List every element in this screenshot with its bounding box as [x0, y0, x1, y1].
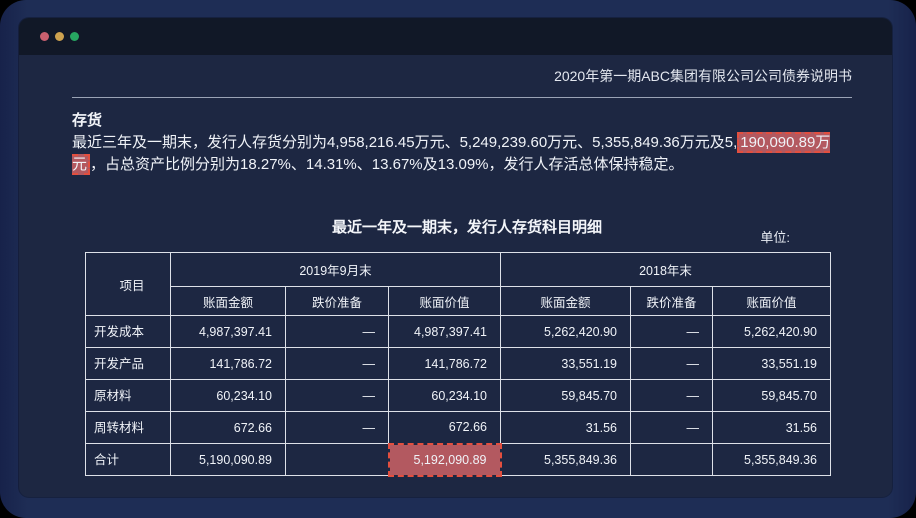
table-row-total: 合计 5,190,090.89 5,192,090.89 5,355,849.3…: [85, 442, 831, 477]
header-impairment-2019: 跌价准备: [285, 286, 389, 316]
table-title-row: 最近一年及一期末，发行人存货科目明细 单位:: [72, 214, 852, 252]
inventory-detail-table: 项目 2019年9月末 2018年末 账面金额 跌价准备 账面价值 账面金额 跌…: [85, 252, 831, 477]
table-cell: 4,987,397.41: [170, 315, 286, 348]
table-cell: —: [285, 347, 389, 380]
paragraph-text-after: ，占总资产比例分别为18.27%、14.31%、13.67%及13.09%，发行…: [90, 156, 684, 173]
table-cell: —: [285, 411, 389, 444]
document-page: 2020年第一期ABC集团有限公司公司债券说明书 存货 最近三年及一期末，发行人…: [19, 55, 892, 477]
close-button[interactable]: [40, 32, 49, 41]
body-paragraph: 最近三年及一期末，发行人存货分别为4,958,216.45万元、5,249,23…: [72, 132, 852, 176]
table-cell: 5,355,849.36: [500, 443, 631, 476]
section-heading: 存货: [72, 112, 103, 129]
table-cell: 5,262,420.90: [500, 315, 631, 348]
paragraph-text-before: 最近三年及一期末，发行人存货分别为4,958,216.45万元、5,249,23…: [72, 134, 738, 151]
row-label: 开发产品: [85, 347, 171, 380]
header-item: 项目: [85, 252, 171, 316]
table-cell: 59,845.70: [500, 379, 631, 412]
header-book-value-2019: 账面价值: [388, 286, 501, 316]
table-cell: 141,786.72: [388, 347, 501, 380]
row-label: 开发成本: [85, 315, 171, 348]
table-cell: [630, 443, 713, 476]
table-row: 周转材料 672.66 — 672.66 31.56 — 31.56: [85, 411, 831, 444]
table-cell: 5,190,090.89: [170, 443, 286, 476]
table-cell: 60,234.10: [388, 379, 501, 412]
header-book-amount-2019: 账面金额: [170, 286, 286, 316]
table-cell: —: [630, 347, 713, 380]
table-cell: —: [630, 315, 713, 348]
table-cell: 5,262,420.90: [712, 315, 831, 348]
table-cell: 59,845.70: [712, 379, 831, 412]
table-row: 原材料 60,234.10 — 60,234.10 59,845.70 — 59…: [85, 379, 831, 412]
table-cell: 141,786.72: [170, 347, 286, 380]
table-cell: 4,987,397.41: [388, 315, 501, 348]
header-book-amount-2018: 账面金额: [500, 286, 631, 316]
header-book-value-2018: 账面价值: [712, 286, 831, 316]
table-cell: 672.66: [388, 411, 501, 444]
header-impairment-2018: 跌价准备: [630, 286, 713, 316]
unit-label: 单位:: [760, 230, 790, 245]
table-title: 最近一年及一期末，发行人存货科目明细: [331, 219, 602, 236]
highlighted-cell: 5,192,090.89: [387, 442, 502, 477]
maximize-button[interactable]: [70, 32, 79, 41]
row-label: 周转材料: [85, 411, 171, 444]
table-row: 开发成本 4,987,397.41 — 4,987,397.41 5,262,4…: [85, 315, 831, 348]
table-cell: 33,551.19: [500, 347, 631, 380]
table-cell: 60,234.10: [170, 379, 286, 412]
table-row: 开发产品 141,786.72 — 141,786.72 33,551.19 —…: [85, 347, 831, 380]
row-label: 原材料: [85, 379, 171, 412]
window-titlebar: [19, 18, 892, 55]
table-cell: —: [285, 379, 389, 412]
table-cell: 33,551.19: [712, 347, 831, 380]
table-cell: [285, 443, 389, 476]
table-cell: 5,355,849.36: [712, 443, 831, 476]
header-period-2019: 2019年9月末: [170, 252, 501, 287]
table-header-group-row: 项目 2019年9月末 2018年末: [85, 252, 831, 316]
row-label: 合计: [85, 443, 171, 476]
table-cell: 672.66: [170, 411, 286, 444]
table-cell: —: [630, 379, 713, 412]
table-cell: —: [285, 315, 389, 348]
minimize-button[interactable]: [55, 32, 64, 41]
document-title-header: 2020年第一期ABC集团有限公司公司债券说明书: [72, 62, 852, 98]
table-cell: 31.56: [712, 411, 831, 444]
table-header-sub-row: 账面金额 跌价准备 账面价值 账面金额 跌价准备 账面价值: [86, 286, 831, 316]
table-cell: —: [630, 411, 713, 444]
header-period-2018: 2018年末: [500, 252, 831, 287]
document-window: 2020年第一期ABC集团有限公司公司债券说明书 存货 最近三年及一期末，发行人…: [19, 18, 892, 497]
table-cell: 31.56: [500, 411, 631, 444]
